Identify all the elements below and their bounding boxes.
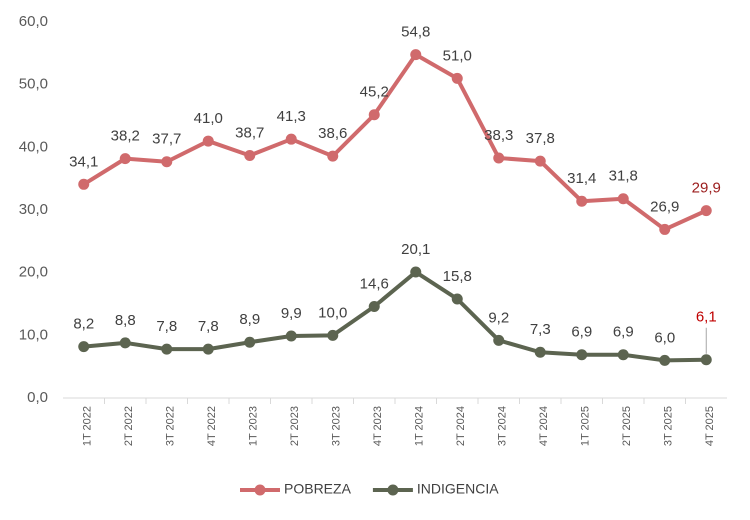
- data-label: 6,9: [571, 324, 592, 341]
- data-point: [202, 343, 214, 355]
- data-point: [119, 153, 131, 165]
- x-tick-label: 4T 2024: [538, 406, 550, 446]
- x-tick-label: 2T 2022: [123, 406, 135, 446]
- x-tick-label: 2T 2024: [455, 406, 467, 446]
- data-label: 41,0: [194, 110, 223, 127]
- data-point: [368, 109, 380, 121]
- data-point: [659, 223, 671, 235]
- y-tick-label: 20,0: [19, 264, 48, 281]
- legend-label: POBREZA: [284, 481, 352, 497]
- data-point: [576, 195, 588, 207]
- data-label: 41,3: [277, 108, 306, 125]
- series-line: [83, 270, 707, 363]
- data-point: [700, 205, 712, 217]
- x-tick-label: 4T 2023: [372, 406, 384, 446]
- data-point: [368, 301, 380, 313]
- data-point: [78, 178, 90, 190]
- data-point: [161, 156, 173, 168]
- data-label: 6,0: [654, 329, 675, 346]
- y-tick-label: 0,0: [27, 389, 48, 406]
- data-point: [410, 266, 422, 278]
- x-tick-label: 1T 2022: [82, 406, 94, 446]
- x-tick-label: 4T 2025: [704, 406, 716, 446]
- data-point: [659, 354, 671, 366]
- data-point: [534, 155, 546, 167]
- data-point: [327, 150, 339, 162]
- data-label: 34,1: [69, 153, 98, 170]
- data-point: [534, 346, 546, 358]
- data-point: [202, 135, 214, 147]
- data-label: 38,3: [484, 127, 513, 144]
- data-point: [78, 341, 90, 353]
- data-label: 9,9: [281, 305, 302, 322]
- data-label: 38,7: [235, 124, 264, 141]
- data-label: 14,6: [360, 275, 389, 292]
- data-label: 7,3: [530, 321, 551, 338]
- y-tick-label: 10,0: [19, 326, 48, 343]
- data-point: [285, 133, 297, 145]
- x-tick-label: 3T 2024: [497, 406, 509, 446]
- data-label: 37,8: [526, 130, 555, 147]
- data-point: [493, 152, 505, 164]
- data-point: [410, 49, 422, 61]
- data-label: 29,9: [692, 180, 721, 197]
- y-tick-label: 30,0: [19, 201, 48, 218]
- data-label: 6,1: [696, 309, 717, 326]
- data-point: [119, 337, 131, 349]
- data-label: 38,2: [111, 128, 140, 145]
- data-label: 9,2: [488, 309, 509, 326]
- y-tick-label: 60,0: [19, 13, 48, 30]
- data-point: [700, 354, 712, 366]
- data-point: [244, 149, 256, 161]
- y-tick-label: 40,0: [19, 138, 48, 155]
- data-point: [451, 293, 463, 305]
- data-label: 37,7: [152, 131, 181, 148]
- data-label: 6,9: [613, 324, 634, 341]
- y-tick-label: 50,0: [19, 76, 48, 93]
- data-point: [327, 329, 339, 341]
- data-label: 54,8: [401, 24, 430, 41]
- data-point: [617, 349, 629, 361]
- data-label: 45,2: [360, 84, 389, 101]
- x-tick-label: 2T 2025: [621, 406, 633, 446]
- x-tick-label: 3T 2023: [331, 406, 343, 446]
- x-tick-label: 1T 2024: [414, 406, 426, 446]
- x-tick-label: 3T 2022: [165, 406, 177, 446]
- series-line: [82, 52, 708, 232]
- data-point: [617, 193, 629, 205]
- legend-marker: [254, 484, 266, 496]
- x-tick-label: 1T 2023: [248, 406, 260, 446]
- data-point: [161, 343, 173, 355]
- data-label: 8,2: [73, 316, 94, 333]
- data-label: 38,6: [318, 125, 347, 142]
- x-tick-label: 4T 2022: [206, 406, 218, 446]
- data-label: 10,0: [318, 304, 347, 321]
- data-point: [285, 330, 297, 342]
- data-point: [244, 336, 256, 348]
- data-label: 26,9: [650, 198, 679, 215]
- data-label: 8,9: [239, 311, 260, 328]
- legend-label: INDIGENCIA: [417, 481, 499, 497]
- data-label: 8,8: [115, 312, 136, 329]
- data-label: 20,1: [401, 241, 430, 258]
- data-label: 7,8: [156, 318, 177, 335]
- data-point: [451, 72, 463, 84]
- x-tick-label: 1T 2025: [580, 406, 592, 446]
- data-point: [576, 349, 588, 361]
- data-label: 15,8: [443, 268, 472, 285]
- data-label: 31,8: [609, 168, 638, 185]
- data-label: 7,8: [198, 318, 219, 335]
- x-tick-label: 3T 2025: [663, 406, 675, 446]
- legend-marker: [387, 484, 399, 496]
- data-label: 31,4: [567, 170, 596, 187]
- data-label: 51,0: [443, 47, 472, 64]
- x-tick-label: 2T 2023: [289, 406, 301, 446]
- data-point: [493, 334, 505, 346]
